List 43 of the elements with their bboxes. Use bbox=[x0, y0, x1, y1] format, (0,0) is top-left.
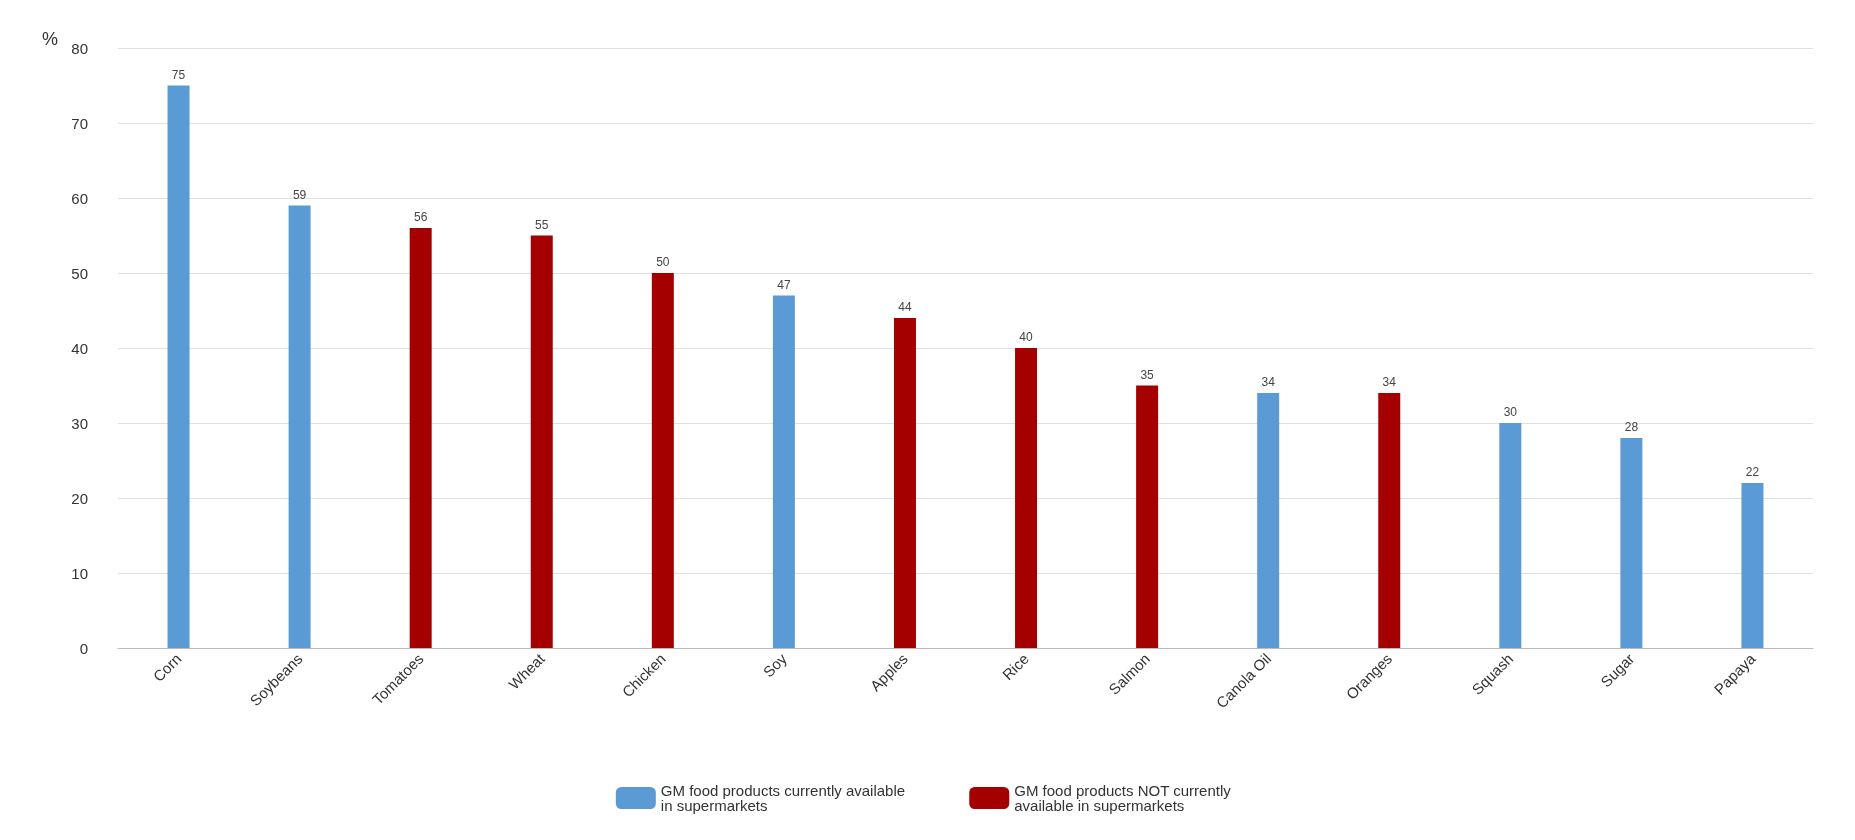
y-tick-label: 50 bbox=[71, 264, 88, 282]
bar bbox=[1136, 385, 1159, 648]
data-label: 47 bbox=[777, 277, 791, 292]
y-tick-label: 80 bbox=[71, 39, 88, 57]
data-label: 28 bbox=[1624, 420, 1639, 434]
bar bbox=[772, 295, 795, 648]
data-label: 44 bbox=[898, 300, 912, 314]
y-tick-label: 40 bbox=[71, 339, 88, 357]
x-tick-label: Corn bbox=[149, 649, 185, 685]
legend-label: GM food products NOT currently available in supermarkets bbox=[1014, 782, 1235, 814]
data-label: 50 bbox=[656, 255, 670, 269]
y-tick-label: 60 bbox=[71, 189, 88, 207]
y-tick-label: 0 bbox=[79, 639, 88, 657]
data-label: 30 bbox=[1503, 405, 1518, 419]
x-tick-label: Soy bbox=[759, 649, 791, 681]
data-label: 56 bbox=[414, 210, 428, 224]
bar bbox=[1257, 393, 1280, 648]
bar bbox=[1499, 423, 1522, 648]
data-label: 59 bbox=[292, 187, 307, 202]
y-tick-label: 10 bbox=[71, 564, 88, 582]
bar bbox=[1741, 483, 1764, 648]
data-label: 34 bbox=[1261, 375, 1276, 389]
y-axis-title: % bbox=[41, 29, 58, 49]
legend-label: GM food products currently available in supermarkets bbox=[660, 782, 910, 814]
bar bbox=[409, 228, 432, 648]
bar bbox=[893, 318, 916, 648]
y-tick-label: 70 bbox=[71, 114, 88, 132]
bar bbox=[288, 205, 311, 648]
data-label: 34 bbox=[1382, 375, 1397, 389]
data-label: 35 bbox=[1140, 367, 1155, 382]
bar bbox=[167, 85, 190, 648]
x-tick-label: Rice bbox=[998, 649, 1033, 684]
y-tick-label: 20 bbox=[71, 489, 88, 507]
bar bbox=[530, 235, 553, 648]
y-tick-label: 30 bbox=[71, 414, 88, 432]
data-label: 22 bbox=[1745, 465, 1760, 479]
bar bbox=[1378, 393, 1401, 648]
bar bbox=[1015, 348, 1038, 648]
bar bbox=[1620, 438, 1643, 648]
data-label: 55 bbox=[535, 217, 549, 232]
data-label: 75 bbox=[171, 67, 186, 82]
bar bbox=[651, 273, 674, 648]
data-label: 40 bbox=[1019, 330, 1034, 344]
